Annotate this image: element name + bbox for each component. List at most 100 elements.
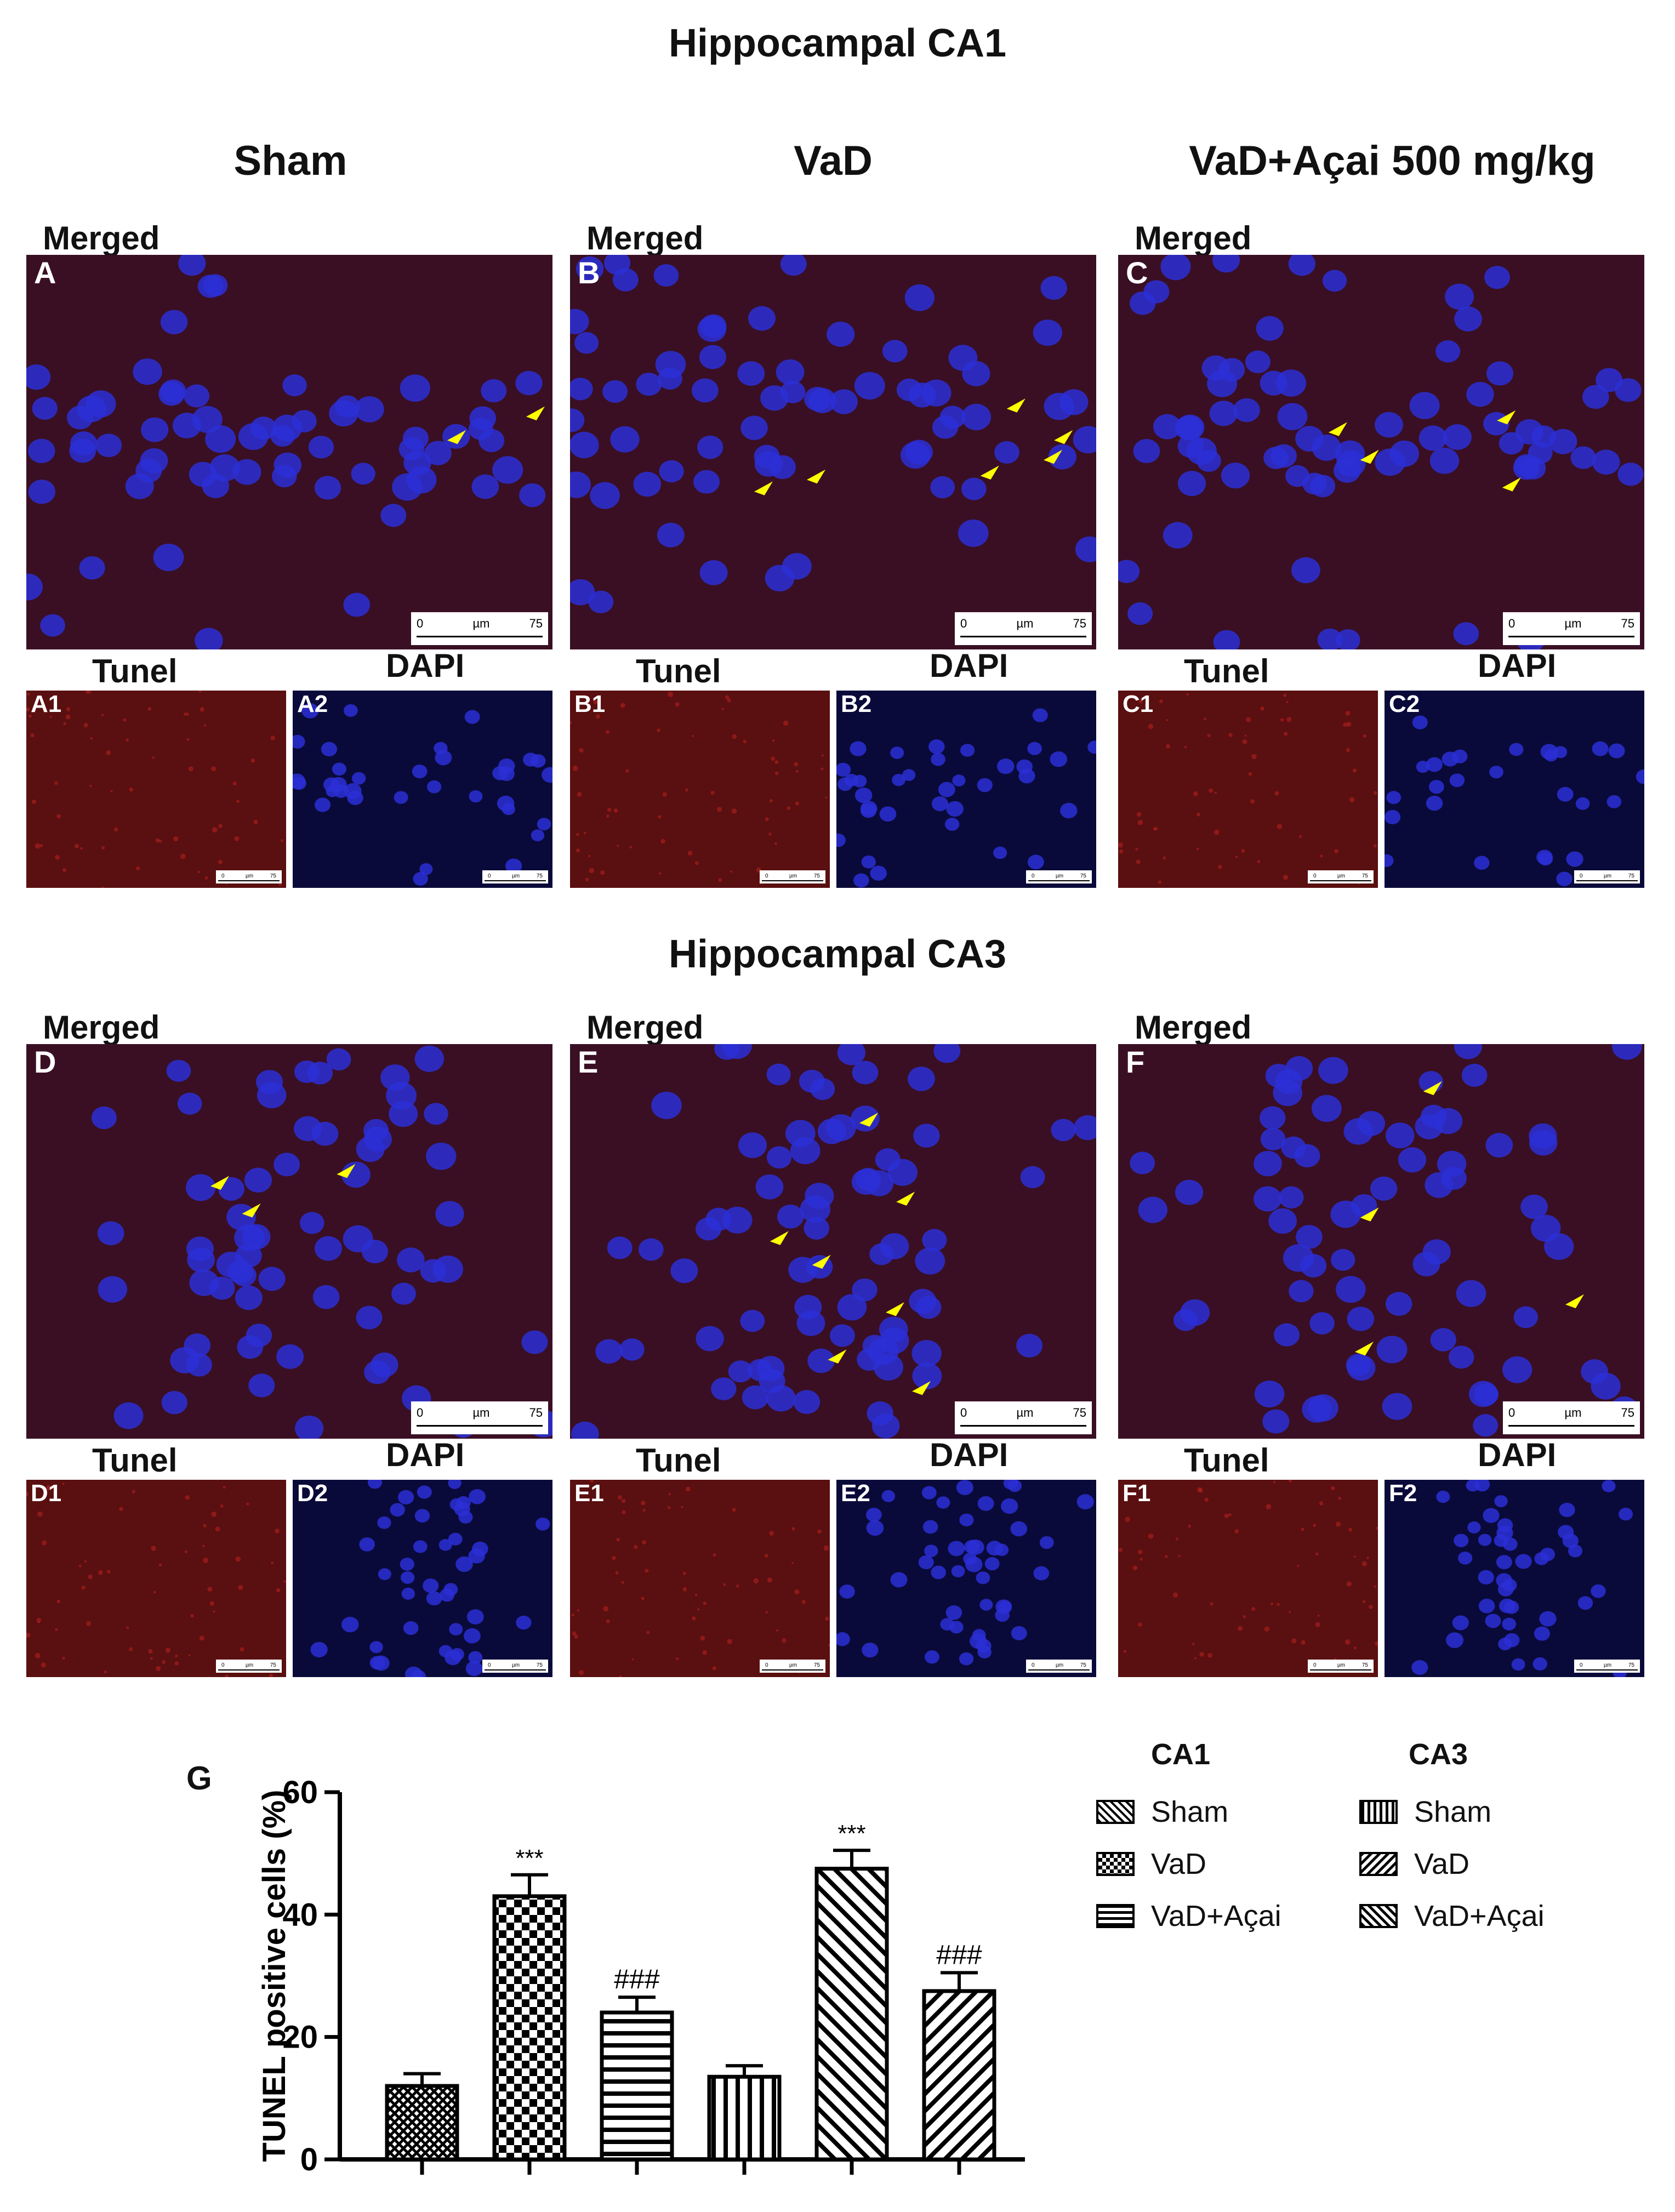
legend-item-ca1-vad: VaD bbox=[1096, 1847, 1206, 1881]
tunel-signal bbox=[203, 1558, 209, 1564]
nucleus bbox=[1048, 444, 1076, 470]
nucleus bbox=[742, 1385, 769, 1410]
tunel-signal bbox=[225, 1674, 229, 1677]
nucleus bbox=[97, 1221, 124, 1246]
nucleus bbox=[930, 476, 955, 499]
scale-bar-start: 0 bbox=[1508, 617, 1516, 630]
nucleus bbox=[1496, 1525, 1513, 1541]
scale-bar-unit: µm bbox=[1564, 617, 1582, 630]
tunel-signal bbox=[1186, 693, 1189, 696]
nucleus bbox=[740, 1309, 765, 1332]
tunel-signal bbox=[39, 844, 43, 847]
scale-bar-start: 0 bbox=[417, 1406, 424, 1419]
nucleus bbox=[1608, 743, 1625, 759]
tunel-signal bbox=[619, 1675, 622, 1677]
panel-letter: A1 bbox=[31, 691, 62, 717]
tunel-signal bbox=[782, 1638, 787, 1643]
tunel-signal bbox=[576, 848, 580, 853]
tunel-signal bbox=[148, 1649, 153, 1654]
scale-bar-end: 75 bbox=[1621, 1406, 1634, 1419]
nucleus bbox=[1011, 1626, 1027, 1640]
legend-label: VaD+Açai bbox=[1151, 1900, 1281, 1932]
nucleus bbox=[326, 1048, 351, 1071]
nucleus bbox=[830, 389, 858, 414]
nucleus bbox=[838, 777, 853, 791]
tunel-signal bbox=[129, 1647, 133, 1651]
nucleus bbox=[1494, 1495, 1508, 1508]
tunel-signal bbox=[1283, 693, 1287, 697]
scale-bar-start: 0 bbox=[960, 617, 967, 630]
nucleus bbox=[403, 1621, 419, 1635]
scale-bar-line bbox=[485, 880, 546, 881]
nucleus bbox=[810, 1078, 835, 1101]
nucleus bbox=[113, 1402, 144, 1429]
tunel-panel-d1: D1 0 µm 75 bbox=[26, 1480, 286, 1677]
tunel-signal bbox=[199, 1635, 204, 1641]
scale-bar-unit: µm bbox=[1604, 873, 1612, 879]
tunel-signal bbox=[725, 695, 730, 699]
tunel-signal bbox=[579, 1670, 584, 1675]
nucleus bbox=[807, 1348, 835, 1373]
tunel-signal bbox=[703, 1601, 707, 1605]
nucleus bbox=[928, 739, 945, 754]
tunel-signal bbox=[190, 1614, 194, 1618]
nucleus bbox=[400, 374, 430, 402]
tunel-signal bbox=[126, 738, 129, 742]
nucleus bbox=[1452, 1615, 1469, 1631]
tunel-label: Tunel bbox=[92, 1442, 178, 1479]
tunel-signal bbox=[86, 1621, 92, 1626]
nucleus bbox=[472, 1541, 488, 1557]
nucleus bbox=[952, 774, 966, 786]
nucleus bbox=[1534, 1552, 1549, 1565]
tunel-signal bbox=[42, 1540, 47, 1546]
tunel-signal bbox=[1158, 880, 1162, 884]
scale-bar: 0 µm 75 bbox=[1503, 1401, 1640, 1434]
nucleus bbox=[1385, 809, 1401, 824]
merged-label: Merged bbox=[43, 1009, 160, 1046]
nucleus bbox=[1347, 1307, 1375, 1331]
nucleus bbox=[871, 1413, 900, 1439]
tunel-signal bbox=[1345, 710, 1351, 716]
tunel-signal bbox=[1209, 788, 1213, 793]
tunel-signal bbox=[65, 714, 71, 720]
tunel-signal bbox=[129, 787, 134, 792]
nucleus bbox=[1515, 1554, 1532, 1569]
tunel-signal bbox=[764, 1554, 768, 1558]
tunel-signal bbox=[642, 1508, 646, 1512]
tunel-signal bbox=[574, 1634, 578, 1639]
nucleus bbox=[1557, 786, 1574, 802]
tunel-label: Tunel bbox=[636, 1442, 721, 1479]
tunel-signal bbox=[795, 801, 800, 806]
nucleus bbox=[962, 361, 990, 386]
tunel-signal bbox=[62, 1657, 65, 1660]
tunel-signal bbox=[1320, 854, 1323, 858]
dapi-label: DAPI bbox=[1478, 647, 1557, 684]
nucleus bbox=[1502, 1356, 1532, 1383]
bar-ca3-sham bbox=[707, 2074, 782, 2162]
tunel-signal bbox=[1125, 1517, 1130, 1522]
tunel-signal bbox=[165, 1647, 171, 1653]
nucleus bbox=[1212, 255, 1240, 273]
scale-bar-start: 0 bbox=[488, 1662, 491, 1668]
tunel-signal bbox=[81, 1586, 86, 1590]
nucleus bbox=[523, 752, 539, 767]
legend-swatch bbox=[1096, 1904, 1135, 1928]
tunel-signal bbox=[681, 1506, 683, 1508]
nucleus bbox=[1422, 1239, 1451, 1265]
tunel-signal bbox=[1138, 1622, 1142, 1627]
nucleus bbox=[1531, 1215, 1561, 1242]
apoptotic-cell-arrowhead-icon bbox=[859, 1113, 878, 1127]
nucleus bbox=[861, 855, 876, 869]
nucleus bbox=[1485, 1614, 1501, 1628]
merged-label: Merged bbox=[586, 220, 704, 256]
scale-bar-line bbox=[1508, 636, 1634, 637]
tunel-signal bbox=[821, 767, 824, 771]
nucleus bbox=[1201, 355, 1230, 381]
nucleus bbox=[1513, 1306, 1538, 1329]
tunel-signal bbox=[570, 721, 572, 725]
scale-bar-unit: µm bbox=[472, 617, 490, 630]
nucleus bbox=[961, 403, 992, 431]
nucleus bbox=[860, 801, 878, 816]
tunel-signal bbox=[55, 854, 60, 860]
nucleus bbox=[1515, 419, 1543, 444]
